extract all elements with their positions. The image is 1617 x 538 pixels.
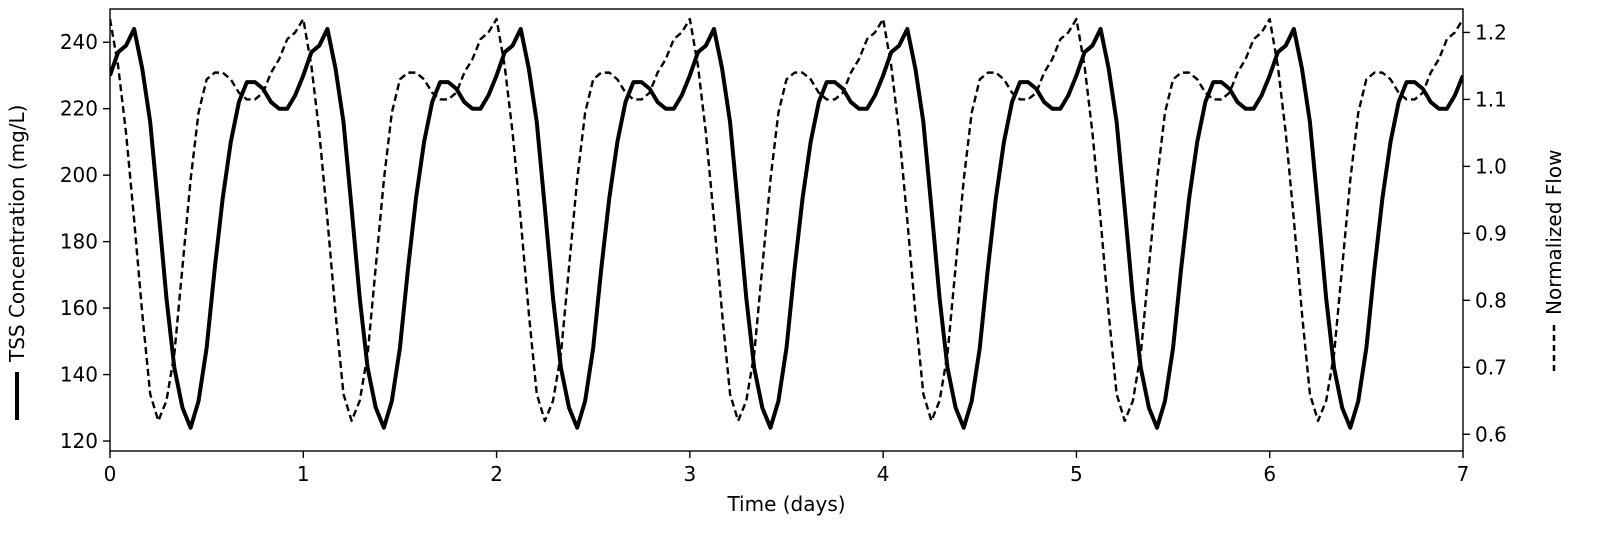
y-left-tick-label: 120 [60,429,98,453]
plot-frame [109,8,1464,452]
y-axis-right-title: Normalized Flow [1542,150,1566,315]
x-axis-title: Time (days) [726,492,845,516]
y-left-tick-label: 240 [60,30,98,54]
y-right-tick-label: 1.1 [1475,87,1507,111]
y-left-tick-label: 180 [60,230,98,254]
y-right-tick-label: 0.8 [1475,288,1507,312]
x-tick-label: 2 [490,462,503,486]
tss-concentration-line [110,26,1463,430]
y-right-tick-label: 0.9 [1475,221,1507,245]
x-tick-label: 0 [104,462,117,486]
y-axis-left: 120 140 160 180 200 220 240 [60,30,110,453]
y-axis-right-title-group: Normalized Flow [1542,150,1566,372]
x-tick-label: 7 [1457,462,1470,486]
x-tick-label: 1 [297,462,310,486]
y-axis-left-title-group: TSS Concentration (mg/L) [5,105,29,420]
y-axis-right: 0.6 0.7 0.8 0.9 1.0 1.1 1.2 [1463,20,1507,446]
y-right-tick-label: 0.7 [1475,355,1507,379]
x-tick-label: 5 [1070,462,1083,486]
x-tick-label: 4 [877,462,890,486]
y-left-tick-label: 200 [60,163,98,187]
y-left-tick-label: 140 [60,363,98,387]
x-axis: 0 1 2 3 4 5 6 7 [104,451,1470,486]
x-tick-label: 6 [1263,462,1276,486]
y-right-tick-label: 0.6 [1475,422,1507,446]
y-right-tick-label: 1.0 [1475,154,1507,178]
y-left-tick-label: 220 [60,97,98,121]
series-layer [110,17,1463,430]
y-left-tick-label: 160 [60,296,98,320]
normalized-flow-line [110,17,1463,423]
y-right-tick-label: 1.2 [1475,20,1507,44]
x-tick-label: 3 [683,462,696,486]
y-axis-left-title: TSS Concentration (mg/L) [5,105,29,363]
